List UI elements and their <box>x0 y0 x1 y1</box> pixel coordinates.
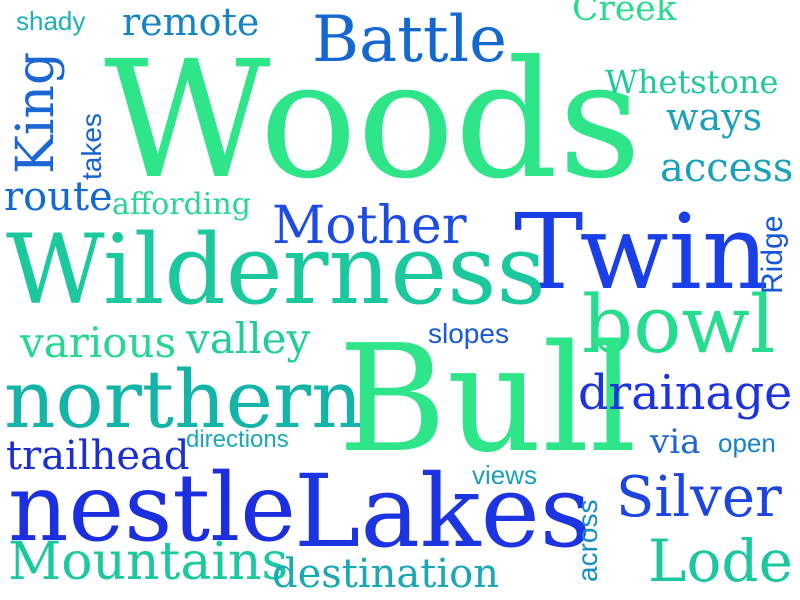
word-creek: Creek <box>572 0 677 29</box>
word-bowl: bowl <box>582 278 776 371</box>
word-destination: destination <box>272 551 499 597</box>
word-open: open <box>718 428 776 458</box>
word-slopes: slopes <box>428 318 509 349</box>
word-drainage: drainage <box>578 366 793 421</box>
word-valley: valley <box>186 314 311 363</box>
word-twin: Twin <box>514 191 769 313</box>
word-battle: Battle <box>312 3 507 77</box>
word-mother: Mother <box>272 196 467 256</box>
word-shady: shady <box>16 6 86 36</box>
word-woods: Woods <box>104 27 642 215</box>
word-ways: ways <box>666 95 763 139</box>
word-via: via <box>650 422 701 462</box>
word-route: route <box>4 174 113 220</box>
word-northern: northern <box>4 353 363 446</box>
word-lakes: Lakes <box>294 453 592 570</box>
word-king: King <box>6 51 66 174</box>
word-trailhead: trailhead <box>6 433 190 479</box>
word-directions: directions <box>186 426 289 453</box>
word-whetstone: Whetstone <box>605 63 779 101</box>
word-wilderness: Wilderness <box>6 214 546 326</box>
word-mountains: Mountains <box>8 532 289 592</box>
word-takes: takes <box>76 113 107 180</box>
word-nestle: nestle <box>8 454 296 563</box>
word-affording: affording <box>112 187 251 222</box>
word-views: views <box>472 460 538 490</box>
word-various: various <box>20 318 177 367</box>
word-bull: Bull <box>338 313 637 485</box>
word-lode: Lode <box>648 527 793 595</box>
word-across: across <box>572 499 603 582</box>
word-access: access <box>660 145 794 191</box>
word-silver: Silver <box>616 465 782 530</box>
word-remote: remote <box>122 0 260 44</box>
